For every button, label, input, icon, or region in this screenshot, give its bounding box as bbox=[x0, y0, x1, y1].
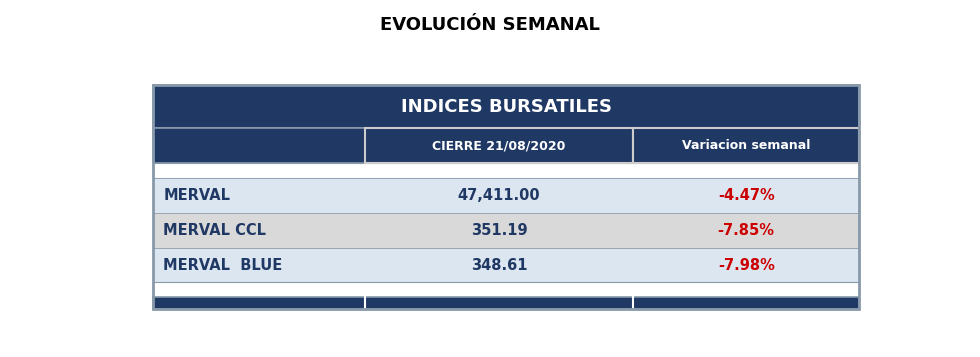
Text: -4.47%: -4.47% bbox=[717, 188, 774, 203]
Text: CIERRE 21/08/2020: CIERRE 21/08/2020 bbox=[432, 139, 565, 152]
Text: INDICES BURSATILES: INDICES BURSATILES bbox=[401, 98, 612, 116]
FancyBboxPatch shape bbox=[153, 247, 859, 282]
FancyBboxPatch shape bbox=[153, 178, 859, 213]
Text: MERVAL  BLUE: MERVAL BLUE bbox=[164, 257, 282, 272]
FancyBboxPatch shape bbox=[153, 85, 859, 128]
FancyBboxPatch shape bbox=[153, 163, 859, 178]
FancyBboxPatch shape bbox=[153, 128, 859, 163]
Text: MERVAL CCL: MERVAL CCL bbox=[164, 223, 267, 238]
FancyBboxPatch shape bbox=[365, 128, 633, 163]
Text: 47,411.00: 47,411.00 bbox=[458, 188, 540, 203]
FancyBboxPatch shape bbox=[153, 297, 859, 310]
Text: MERVAL: MERVAL bbox=[164, 188, 230, 203]
Text: -7.98%: -7.98% bbox=[717, 257, 774, 272]
FancyBboxPatch shape bbox=[633, 128, 859, 163]
Text: EVOLUCIÓN SEMANAL: EVOLUCIÓN SEMANAL bbox=[380, 16, 600, 34]
Text: 348.61: 348.61 bbox=[470, 257, 527, 272]
Text: Variacion semanal: Variacion semanal bbox=[682, 139, 810, 152]
FancyBboxPatch shape bbox=[153, 282, 859, 297]
Text: -7.85%: -7.85% bbox=[717, 223, 775, 238]
Text: 351.19: 351.19 bbox=[470, 223, 527, 238]
FancyBboxPatch shape bbox=[153, 213, 859, 247]
